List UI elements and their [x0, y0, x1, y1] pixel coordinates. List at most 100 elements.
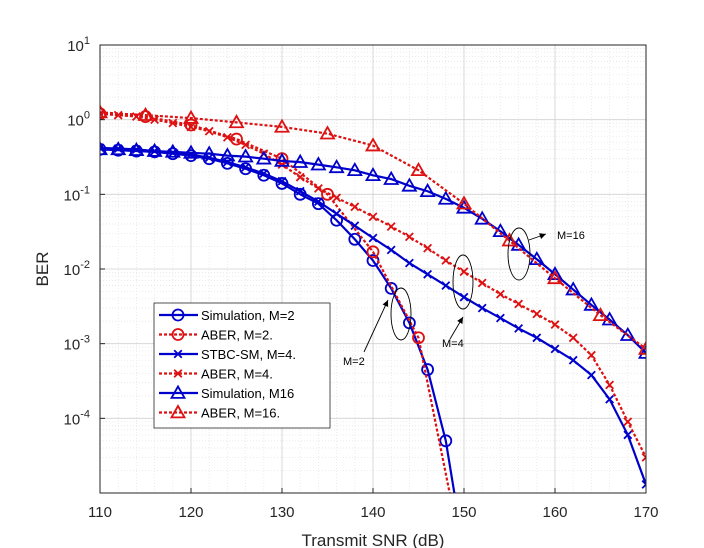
- x-tick-label: 150: [451, 504, 476, 521]
- data-point: [164, 143, 181, 158]
- annotation-arrowhead: [457, 317, 463, 324]
- data-point: [532, 309, 542, 319]
- data-point: [384, 281, 398, 295]
- data-point: [128, 141, 145, 156]
- data-point: [641, 480, 646, 489]
- data-point: [455, 199, 473, 214]
- data-point: [366, 245, 380, 259]
- ticks: 110 120 130 140 150 160 170 101 100 10-1 10-2 10-3 1…: [64, 35, 659, 521]
- data-point: [623, 430, 633, 440]
- annotation-3: M=16: [507, 227, 585, 281]
- legend-marker: [171, 328, 185, 341]
- data-point: [586, 350, 596, 360]
- data-point: [110, 141, 127, 156]
- data-point: [230, 132, 243, 146]
- data-point: [364, 166, 382, 182]
- data-point: [332, 193, 342, 203]
- annotation-label: M=2: [343, 356, 365, 368]
- data-point: [273, 118, 291, 133]
- data-point: [532, 333, 542, 343]
- data-point: [637, 340, 646, 355]
- annotation-ellipse: [507, 227, 531, 281]
- legend-entry: Simulation, M16: [159, 384, 294, 401]
- y-tick-label: 10-4: [64, 408, 90, 428]
- data-point: [495, 313, 505, 323]
- data-point: [364, 137, 382, 152]
- series-4: [100, 109, 646, 462]
- data-point: [292, 153, 309, 168]
- data-point: [437, 190, 454, 205]
- data-point: [150, 115, 160, 125]
- x-axis-title: Transmit SNR (dB): [302, 531, 445, 548]
- data-point: [419, 182, 436, 198]
- data-point: [514, 299, 524, 309]
- data-point: [168, 118, 178, 128]
- legend-label: ABER, M=2.: [201, 328, 273, 343]
- legend-entry: Simulation, M=2: [159, 308, 295, 323]
- legend-entry: ABER, M=4.: [159, 367, 273, 382]
- data-point: [100, 104, 109, 119]
- data-point: [550, 344, 560, 354]
- data-point: [459, 292, 469, 302]
- data-point: [100, 141, 109, 156]
- series-layer: [100, 104, 646, 493]
- x-tick-label: 120: [178, 504, 203, 521]
- data-point: [637, 344, 646, 359]
- data-point: [146, 142, 163, 157]
- data-point: [273, 152, 291, 167]
- data-point: [386, 222, 396, 232]
- legend-marker: [173, 369, 183, 378]
- legend-box: [153, 302, 331, 429]
- series-3: [100, 143, 646, 489]
- data-point: [641, 452, 646, 462]
- x-tick-label: 110: [88, 504, 112, 521]
- data-point: [386, 245, 396, 255]
- data-point: [295, 186, 305, 196]
- y-tick-label: 100: [67, 110, 90, 130]
- legend: Simulation, M=2 ABER, M=2. STBC-SM, M=4. AB…: [153, 302, 331, 429]
- legend-label: Simulation, M=2: [201, 308, 295, 323]
- data-point: [137, 106, 154, 121]
- annotation-ellipse: [390, 287, 412, 341]
- annotation-arrowhead: [382, 300, 389, 307]
- series-line: [100, 112, 451, 493]
- legend-marker: [169, 404, 187, 419]
- data-point: [222, 157, 232, 167]
- data-point: [586, 370, 596, 380]
- legend-label: ABER, M=4.: [201, 367, 273, 382]
- data-point: [332, 209, 342, 219]
- y-tick-label: 10-2: [64, 259, 90, 279]
- data-point: [441, 256, 451, 265]
- data-point: [528, 250, 545, 266]
- annotation-arrowhead: [539, 233, 546, 239]
- data-point: [495, 289, 505, 299]
- series-6: [100, 104, 646, 355]
- data-point: [421, 363, 435, 376]
- data-point: [605, 394, 615, 404]
- data-point: [350, 202, 360, 212]
- x-tick-label: 160: [542, 504, 567, 521]
- data-point: [313, 197, 323, 207]
- data-point: [277, 176, 287, 186]
- data-point: [546, 270, 564, 285]
- legend-entry: ABER, M=2.: [159, 328, 273, 343]
- data-point: [623, 417, 633, 427]
- data-point: [182, 144, 200, 159]
- data-point: [583, 296, 600, 311]
- data-point: [201, 145, 218, 160]
- annotation-2: M=4: [442, 254, 474, 350]
- legend-label: Simulation, M16: [201, 386, 294, 401]
- data-point: [350, 221, 360, 231]
- data-point: [219, 147, 236, 162]
- annotations: M=2 M=4 M=16: [343, 227, 585, 368]
- data-point: [328, 159, 345, 174]
- data-point: [404, 258, 414, 268]
- series-5: [100, 141, 646, 359]
- y-tick-label: 10-1: [64, 184, 90, 204]
- data-point: [204, 126, 214, 136]
- x-tick-label: 140: [360, 504, 385, 521]
- data-point: [186, 122, 196, 132]
- data-point: [477, 303, 487, 313]
- annotation-1: M=2: [343, 287, 412, 368]
